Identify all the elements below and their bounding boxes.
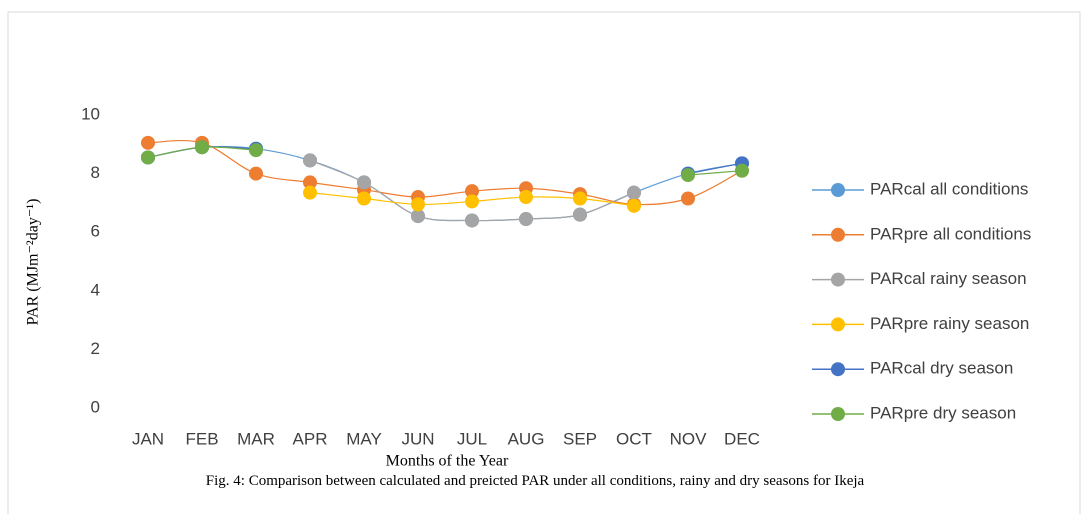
data-point <box>195 140 209 155</box>
data-point <box>573 207 587 222</box>
y-tick-label: 6 <box>91 222 100 241</box>
y-tick-label: 2 <box>91 339 100 358</box>
data-point <box>573 191 587 206</box>
x-tick-label: DEC <box>724 429 760 448</box>
x-tick-label: AUG <box>508 429 545 448</box>
data-point <box>303 185 317 200</box>
y-tick-label: 0 <box>91 397 100 416</box>
series-line <box>147 146 743 176</box>
data-point <box>249 166 263 181</box>
data-point <box>249 143 263 158</box>
x-tick-label: MAR <box>237 429 275 448</box>
series-line <box>147 145 743 222</box>
data-point <box>627 198 641 213</box>
data-point <box>357 191 371 206</box>
legend-marker <box>831 317 845 332</box>
data-point <box>411 209 425 224</box>
legend-marker <box>831 407 845 421</box>
data-point <box>465 184 479 199</box>
caption: Fig. 4: Comparison between calculated an… <box>205 473 865 489</box>
data-point <box>303 175 317 190</box>
x-tick-label: APR <box>293 429 328 448</box>
y-axis-label: PAR (MJm⁻²day⁻¹) <box>25 199 42 326</box>
data-point <box>519 212 533 227</box>
legend-label: PARpre all conditions <box>870 224 1031 243</box>
series-line <box>147 139 743 206</box>
data-point <box>627 185 641 200</box>
legend-label: PARpre rainy season <box>870 314 1029 333</box>
data-point <box>141 150 155 165</box>
data-point <box>303 153 317 168</box>
data-point <box>411 197 425 212</box>
data-point <box>357 175 371 190</box>
legend-marker <box>831 362 845 377</box>
legend-label: PARpre dry season <box>870 403 1016 422</box>
chart-frame <box>7 11 1081 514</box>
x-tick-label: SEP <box>563 429 597 448</box>
legend-label: PARcal dry season <box>870 359 1013 378</box>
legend-label: PARcal rainy season <box>870 269 1027 288</box>
data-point <box>141 135 155 150</box>
x-tick-label: NOV <box>670 429 708 448</box>
y-tick-label: 10 <box>81 104 100 123</box>
x-tick-label: OCT <box>616 429 652 448</box>
x-tick-label: JAN <box>132 429 164 448</box>
data-point <box>465 194 479 209</box>
legend-marker <box>831 183 845 197</box>
legend-marker <box>831 272 845 287</box>
y-tick-label: 8 <box>91 163 100 182</box>
x-tick-label: JUL <box>457 429 487 448</box>
data-point <box>735 163 749 178</box>
data-point <box>681 168 695 183</box>
data-point <box>681 191 695 206</box>
data-point <box>465 213 479 228</box>
x-tick-label: JUN <box>401 429 434 448</box>
x-tick-label: FEB <box>185 429 218 448</box>
legend-label: PARcal all conditions <box>870 179 1028 198</box>
series-line <box>147 146 743 175</box>
x-axis-label: Months of the Year <box>386 453 509 470</box>
x-tick-label: MAY <box>346 429 382 448</box>
y-tick-label: 4 <box>91 280 100 299</box>
data-point <box>519 190 533 205</box>
legend-marker <box>831 227 845 242</box>
